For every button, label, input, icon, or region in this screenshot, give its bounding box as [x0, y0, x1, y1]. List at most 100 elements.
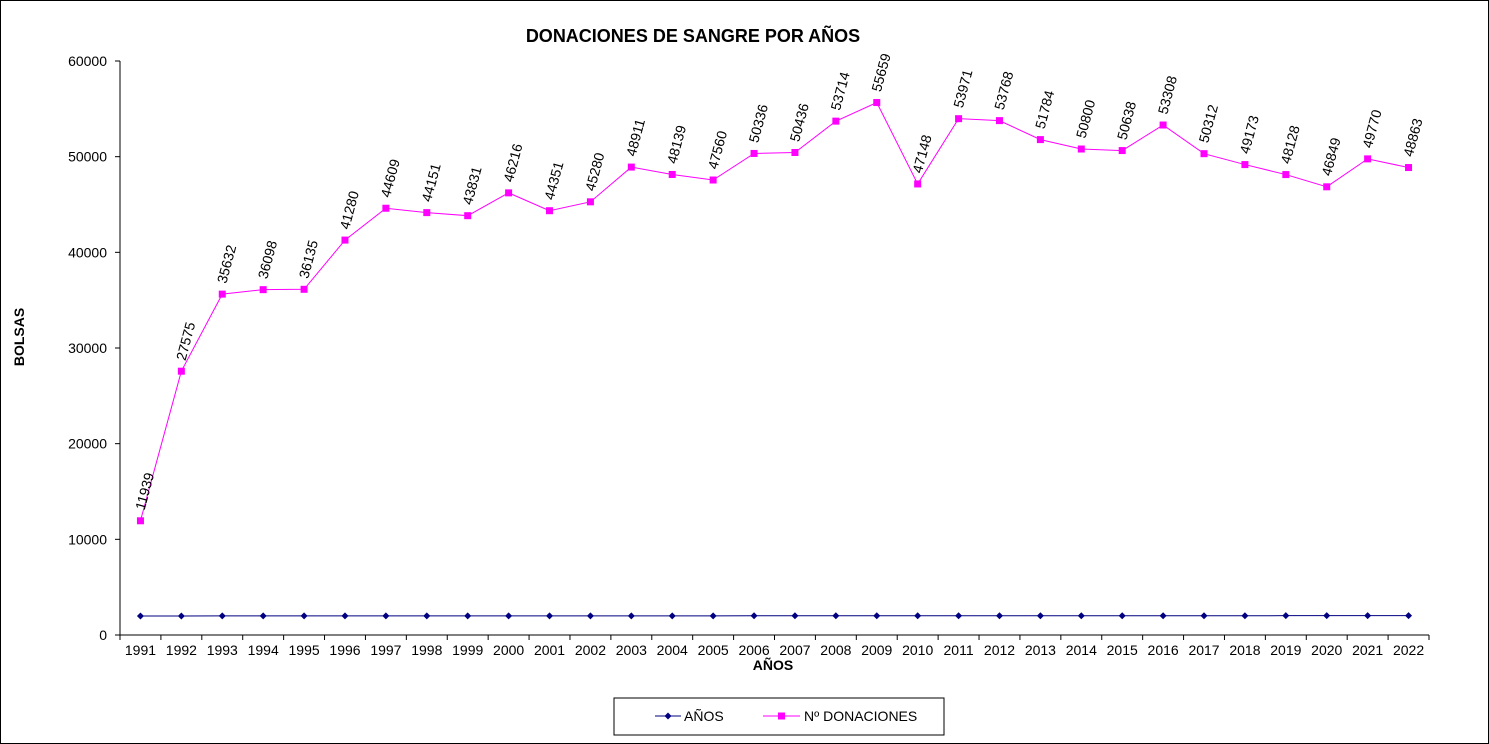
x-tick-label: 2003 — [616, 642, 647, 658]
data-label: 48911 — [623, 117, 648, 158]
data-point-donaciones — [1241, 161, 1249, 169]
x-tick-label: 2022 — [1393, 642, 1424, 658]
x-axis-title: AÑOS — [753, 656, 793, 673]
x-tick-label: 2014 — [1066, 642, 1097, 658]
data-point-donaciones — [177, 367, 185, 375]
data-point-donaciones — [1159, 121, 1167, 129]
x-tick-label: 2005 — [698, 642, 729, 658]
data-point-donaciones — [668, 170, 676, 178]
data-label: 49173 — [1236, 113, 1262, 155]
data-point-anos — [464, 612, 472, 620]
data-point-anos — [1118, 612, 1126, 620]
x-tick-label: 2021 — [1352, 642, 1383, 658]
data-point-anos — [586, 612, 594, 620]
y-axis-title: BOLSAS — [11, 308, 27, 366]
data-label: 46849 — [1318, 136, 1344, 178]
x-tick-label: 2008 — [820, 642, 851, 658]
x-tick-label: 2010 — [902, 642, 933, 658]
data-point-donaciones — [873, 99, 881, 107]
data-label: 53971 — [950, 68, 976, 110]
data-point-donaciones — [1036, 136, 1044, 144]
data-point-anos — [914, 612, 922, 620]
x-tick-label: 1991 — [125, 642, 156, 658]
data-point-donaciones — [914, 180, 922, 188]
series-line-donaciones — [139, 101, 1409, 521]
data-point-donaciones — [955, 115, 963, 123]
legend-marker-donaciones — [778, 712, 785, 720]
x-tick-label: 1999 — [452, 642, 483, 658]
data-point-donaciones — [464, 212, 472, 220]
data-point-anos — [791, 612, 799, 620]
data-point-anos — [1282, 612, 1290, 620]
x-tick-label: 2015 — [1107, 642, 1138, 658]
x-tick-label: 2001 — [534, 642, 565, 658]
data-label: 50312 — [1195, 103, 1221, 145]
x-tick-label: 2013 — [1025, 642, 1056, 658]
data-label: 27575 — [173, 320, 199, 362]
data-point-anos — [218, 612, 226, 620]
legend-marker-anos — [664, 712, 672, 720]
data-label: 44351 — [541, 160, 567, 202]
data-label: 55659 — [868, 51, 894, 93]
data-label: 35632 — [214, 243, 240, 285]
data-point-donaciones — [995, 117, 1003, 125]
data-point-donaciones — [546, 207, 554, 215]
data-point-donaciones — [627, 163, 635, 171]
data-point-donaciones — [382, 204, 390, 212]
x-tick-label: 2018 — [1229, 642, 1260, 658]
data-label: 11939 — [132, 471, 157, 512]
x-tick-label: 2020 — [1311, 642, 1342, 658]
data-label: 53308 — [1155, 74, 1181, 116]
x-tick-label: 1995 — [289, 642, 320, 658]
x-tick-label: 1992 — [166, 642, 197, 658]
data-point-anos — [832, 612, 840, 620]
x-tick-label: 2019 — [1270, 642, 1301, 658]
data-label: 50336 — [745, 102, 771, 144]
data-point-donaciones — [1323, 183, 1331, 191]
chart-title: DONACIONES DE SANGRE POR AÑOS — [526, 25, 860, 46]
data-label: 50638 — [1114, 99, 1140, 141]
data-label: 47560 — [705, 129, 731, 171]
data-point-donaciones — [791, 148, 799, 156]
data-point-donaciones — [1405, 164, 1413, 172]
y-tick-label: 60000 — [68, 53, 107, 69]
x-tick-label: 2007 — [779, 642, 810, 658]
data-point-anos — [341, 612, 349, 620]
data-point-anos — [1077, 612, 1085, 620]
y-tick-label: 20000 — [68, 436, 107, 452]
data-point-donaciones — [1077, 145, 1085, 153]
data-point-donaciones — [259, 286, 267, 294]
axes — [119, 61, 1429, 636]
data-label: 43831 — [459, 165, 485, 207]
x-tick-label: 2004 — [657, 642, 688, 658]
data-label: 48863 — [1400, 116, 1426, 158]
data-point-anos — [546, 612, 554, 620]
data-label: 49770 — [1359, 108, 1385, 150]
data-label: 36098 — [255, 238, 281, 280]
x-tick-label: 2016 — [1148, 642, 1179, 658]
x-tick-label: 1998 — [411, 642, 442, 658]
x-axis-ticks: 1991 1992 1993 1994 1995 1996 1997 1998 1999 2000… — [119, 635, 1430, 658]
data-point-anos — [1036, 612, 1044, 620]
data-point-donaciones — [423, 209, 431, 217]
x-tick-label: 1994 — [248, 642, 279, 658]
x-tick-label: 1993 — [207, 642, 238, 658]
data-point-anos — [1159, 612, 1167, 620]
x-tick-label: 2006 — [738, 642, 769, 658]
x-tick-label: 2012 — [984, 642, 1015, 658]
data-point-donaciones — [300, 285, 308, 293]
y-tick-label: 0 — [99, 627, 107, 643]
data-point-donaciones — [218, 290, 226, 298]
data-label: 45280 — [582, 151, 608, 193]
x-tick-label: 2002 — [575, 642, 606, 658]
x-tick-label: 1996 — [329, 642, 360, 658]
data-point-donaciones — [709, 176, 717, 184]
data-point-donaciones — [1200, 150, 1208, 158]
data-label: 50436 — [786, 101, 812, 143]
data-point-donaciones — [341, 236, 349, 244]
data-point-anos — [259, 612, 267, 620]
data-label: 44609 — [377, 157, 403, 199]
